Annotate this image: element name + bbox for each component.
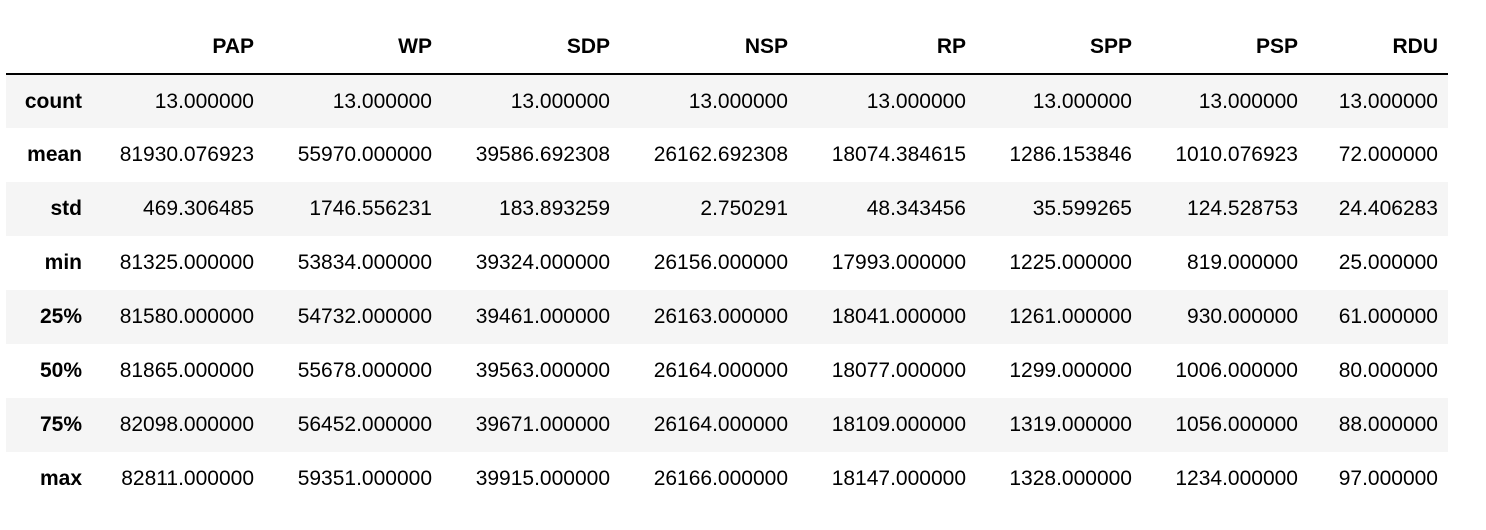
column-header-sdp: SDP	[442, 20, 620, 75]
table-cell: 26164.000000	[653, 413, 788, 436]
table-cell: 26163.000000	[653, 305, 788, 328]
table-cell: 1286.153846	[1009, 143, 1132, 166]
column-header-rdu: RDU	[1308, 20, 1448, 75]
table-cell: 48.343456	[866, 197, 966, 220]
table-cell: 26156.000000	[653, 251, 788, 274]
table-header: PAP WP SDP NSP RP SPP PSP RDU	[6, 20, 1448, 75]
table-cell: 82811.000000	[121, 467, 254, 490]
table-cell: 26162.692308	[653, 143, 788, 166]
table-row: min 81325.000000 53834.000000 39324.0000…	[6, 236, 1448, 290]
table-cell: 1056.000000	[1175, 413, 1298, 436]
table-cell: 39324.000000	[475, 251, 610, 274]
table-cell: 1234.000000	[1175, 467, 1298, 490]
row-label: mean	[27, 143, 82, 166]
table-cell: 819.000000	[1187, 251, 1298, 274]
table-cell: 13.000000	[510, 89, 610, 113]
table-cell: 18074.384615	[831, 143, 966, 166]
row-label: 25%	[39, 305, 82, 328]
table-cell: 82098.000000	[119, 413, 254, 436]
table-cell: 81865.000000	[119, 359, 254, 382]
table-cell: 24.406283	[1338, 197, 1438, 220]
table-cell: 88.000000	[1338, 413, 1438, 436]
table-row: 75% 82098.000000 56452.000000 39671.0000…	[6, 398, 1448, 452]
table-cell: 81580.000000	[119, 305, 254, 328]
table-cell: 13.000000	[1032, 89, 1132, 113]
table-row: max 82811.000000 59351.000000 39915.0000…	[6, 452, 1448, 506]
table-cell: 1006.000000	[1175, 359, 1298, 382]
table-cell: 18077.000000	[831, 359, 966, 382]
table-cell: 54732.000000	[297, 305, 432, 328]
table-cell: 1261.000000	[1009, 305, 1132, 328]
table-cell: 183.893259	[499, 197, 610, 220]
table-cell: 61.000000	[1338, 305, 1438, 328]
table-cell: 13.000000	[1338, 89, 1438, 113]
index-header	[6, 20, 96, 75]
describe-table: PAP WP SDP NSP RP SPP PSP RDU count 13.0…	[6, 20, 1448, 506]
table-cell: 53834.000000	[297, 251, 432, 274]
column-header-rp: RP	[798, 20, 976, 75]
table-cell: 17993.000000	[831, 251, 966, 274]
row-label: count	[24, 89, 82, 113]
table-cell: 1010.076923	[1175, 143, 1298, 166]
table-cell: 39586.692308	[475, 143, 610, 166]
table-cell: 18041.000000	[831, 305, 966, 328]
table-cell: 18109.000000	[831, 413, 966, 436]
table-body: count 13.000000 13.000000 13.000000 13.0…	[6, 74, 1448, 506]
table-row: 50% 81865.000000 55678.000000 39563.0000…	[6, 344, 1448, 398]
table-cell: 97.000000	[1338, 467, 1438, 490]
table-cell: 25.000000	[1338, 251, 1438, 274]
row-label: std	[50, 197, 83, 220]
table-cell: 26164.000000	[653, 359, 788, 382]
header-row: PAP WP SDP NSP RP SPP PSP RDU	[6, 20, 1448, 75]
table-cell: 26166.000000	[653, 467, 788, 490]
table-cell: 59351.000000	[297, 467, 432, 490]
table-cell: 13.000000	[688, 89, 788, 113]
row-label: 75%	[39, 413, 82, 436]
column-header-psp: PSP	[1142, 20, 1308, 75]
table-row: count 13.000000 13.000000 13.000000 13.0…	[6, 74, 1448, 128]
table-cell: 35.599265	[1032, 197, 1132, 220]
column-header-spp: SPP	[976, 20, 1142, 75]
table-cell: 1319.000000	[1009, 413, 1132, 436]
column-header-nsp: NSP	[620, 20, 798, 75]
table-cell: 13.000000	[332, 89, 432, 113]
table-cell: 930.000000	[1187, 305, 1298, 328]
table-cell: 18147.000000	[831, 467, 966, 490]
table-row: std 469.306485 1746.556231 183.893259 2.…	[6, 182, 1448, 236]
table-cell: 13.000000	[866, 89, 966, 113]
table-cell: 1299.000000	[1009, 359, 1132, 382]
table-cell: 2.750291	[700, 197, 788, 220]
row-label: min	[44, 251, 82, 274]
table-cell: 80.000000	[1338, 359, 1438, 382]
row-label: 50%	[39, 359, 82, 382]
table-cell: 469.306485	[143, 197, 254, 220]
table-row: 25% 81580.000000 54732.000000 39461.0000…	[6, 290, 1448, 344]
table-row: mean 81930.076923 55970.000000 39586.692…	[6, 128, 1448, 182]
table-cell: 39461.000000	[475, 305, 610, 328]
table-cell: 56452.000000	[297, 413, 432, 436]
column-header-pap: PAP	[96, 20, 264, 75]
table-cell: 55970.000000	[297, 143, 432, 166]
table-cell: 39563.000000	[475, 359, 610, 382]
column-header-wp: WP	[264, 20, 442, 75]
table-cell: 13.000000	[154, 89, 254, 113]
table-cell: 124.528753	[1187, 197, 1298, 220]
table-cell: 1328.000000	[1009, 467, 1132, 490]
table-cell: 81930.076923	[119, 143, 254, 166]
table-cell: 72.000000	[1338, 143, 1438, 166]
row-label: max	[39, 467, 82, 490]
table-cell: 39671.000000	[475, 413, 610, 436]
table-cell: 39915.000000	[475, 467, 610, 490]
table-cell: 1225.000000	[1009, 251, 1132, 274]
table-cell: 1746.556231	[309, 197, 432, 220]
table-cell: 81325.000000	[119, 251, 254, 274]
table-cell: 13.000000	[1198, 89, 1298, 113]
table-cell: 55678.000000	[297, 359, 432, 382]
